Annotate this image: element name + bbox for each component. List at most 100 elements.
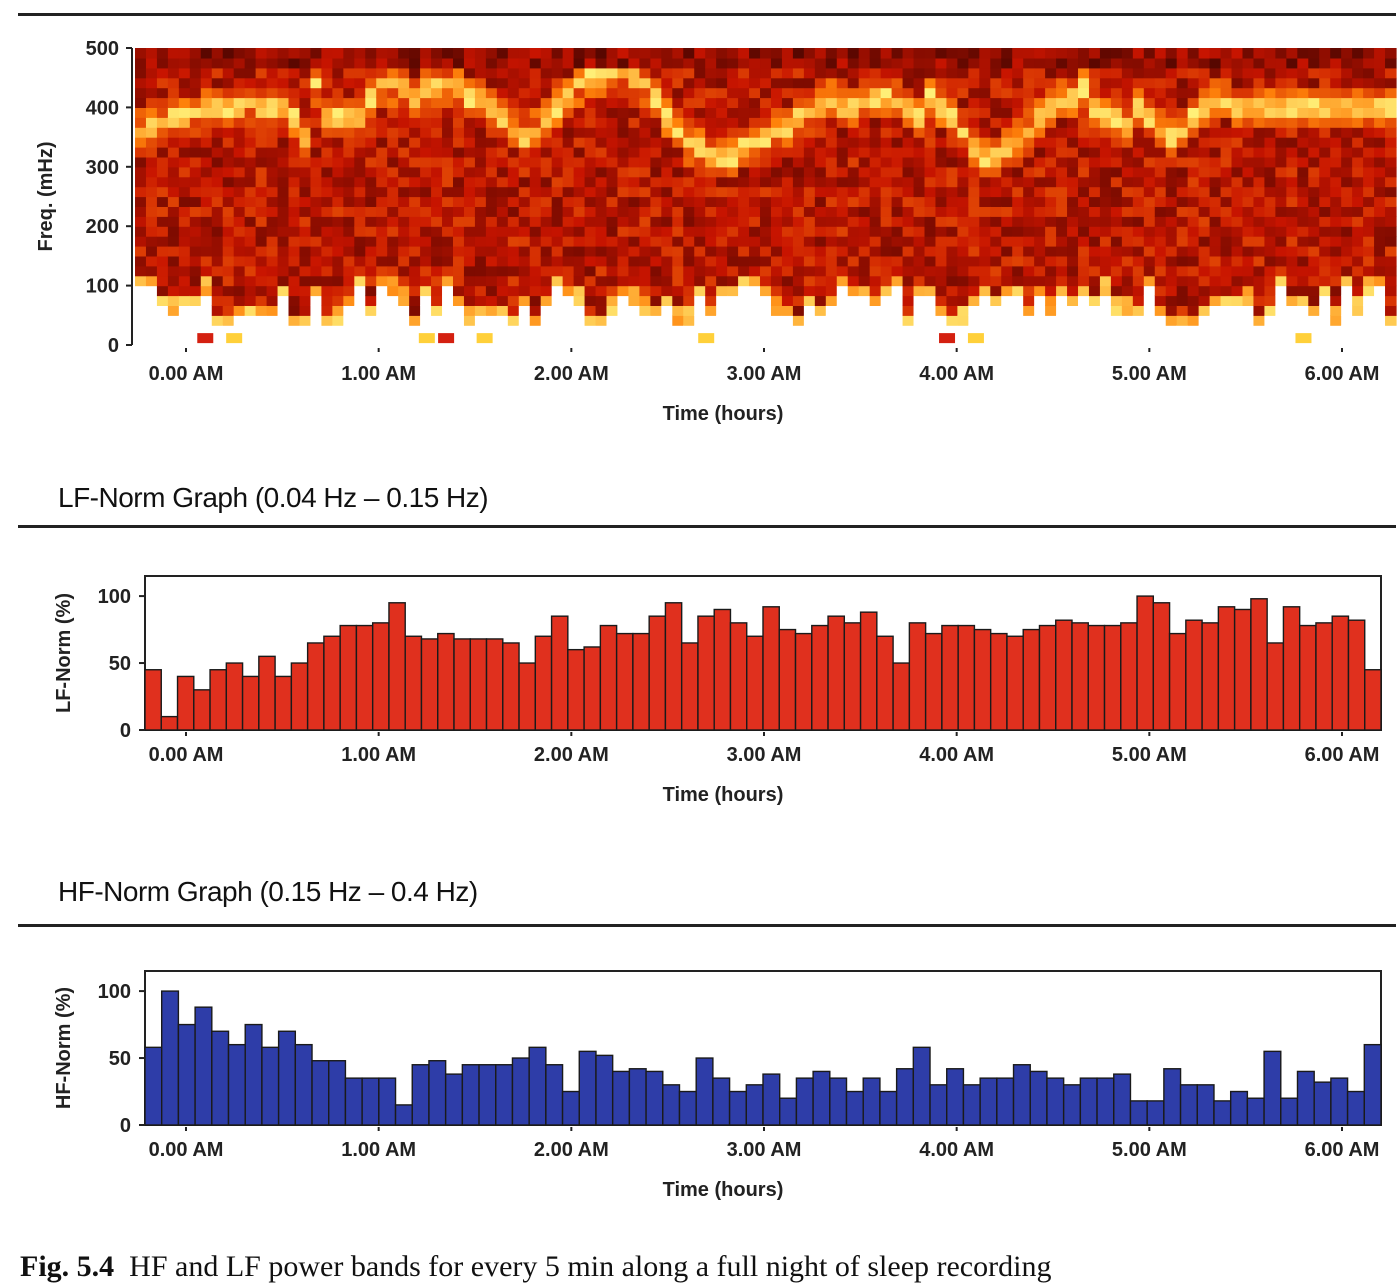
spectrogram-cell bbox=[573, 57, 586, 69]
spectrogram-cell bbox=[1330, 137, 1342, 148]
spectrogram-cell bbox=[365, 57, 377, 69]
spectrogram-cell bbox=[979, 325, 991, 336]
spectrogram-cell bbox=[1242, 226, 1255, 237]
spectrogram-cell bbox=[463, 87, 476, 99]
spectrogram-cell bbox=[968, 255, 980, 267]
spectrogram-low-blip bbox=[476, 333, 493, 344]
spectrogram-cell bbox=[1023, 335, 1035, 346]
spectrogram-cell bbox=[738, 137, 750, 148]
spectrogram-cell bbox=[529, 107, 542, 118]
spectrogram-cell bbox=[1045, 147, 1057, 158]
spectrogram-cell bbox=[1341, 236, 1353, 247]
spectrogram-cell bbox=[792, 196, 805, 207]
spectrogram-cell bbox=[1319, 137, 1331, 148]
spectrogram-cell bbox=[1341, 87, 1353, 99]
spectrogram-cell bbox=[200, 196, 213, 207]
spectrogram-cell bbox=[1286, 117, 1298, 128]
spectrogram-cell bbox=[485, 186, 498, 198]
spectrogram-x-tick-label: 3.00 AM bbox=[727, 363, 802, 385]
spectrogram-cell bbox=[1056, 255, 1068, 267]
spectrogram-cell bbox=[266, 295, 279, 306]
spectrogram-cell bbox=[1209, 295, 1222, 306]
spectrogram-cell bbox=[200, 216, 213, 227]
hf-bar bbox=[394, 1104, 413, 1126]
spectrogram-cell bbox=[1099, 196, 1112, 207]
spectrogram-cell bbox=[266, 246, 279, 257]
spectrogram-cell bbox=[288, 67, 301, 79]
spectrogram-cell bbox=[913, 117, 926, 128]
spectrogram-cell bbox=[979, 67, 991, 79]
spectrogram-cell bbox=[573, 147, 586, 158]
spectrogram-cell bbox=[979, 216, 991, 227]
spectrogram-cell bbox=[1045, 87, 1057, 99]
spectrogram-cell bbox=[1253, 48, 1266, 59]
spectrogram-cell bbox=[1253, 315, 1266, 326]
spectrogram-cell bbox=[244, 117, 257, 128]
spectrogram-cell bbox=[474, 147, 487, 158]
spectrogram-cell bbox=[540, 335, 553, 346]
spectrogram-cell bbox=[145, 295, 158, 306]
spectrogram-cell bbox=[529, 226, 542, 237]
spectrogram-cell bbox=[584, 265, 597, 277]
spectrogram-cell bbox=[277, 127, 290, 138]
spectrogram-cell bbox=[716, 236, 728, 247]
spectrogram-cell bbox=[957, 186, 969, 198]
lf-bar bbox=[973, 628, 992, 731]
spectrogram-cell bbox=[1099, 127, 1112, 138]
spectrogram-cell bbox=[606, 176, 619, 188]
spectrogram-cell bbox=[310, 127, 323, 138]
spectrogram-cell bbox=[760, 67, 772, 79]
spectrogram-cell bbox=[1374, 305, 1386, 316]
spectrogram-cell bbox=[1275, 236, 1287, 247]
spectrogram-cell bbox=[825, 186, 838, 198]
spectrogram-cell bbox=[1275, 137, 1287, 148]
spectrogram-cell bbox=[1045, 206, 1057, 217]
spectrogram-cell bbox=[639, 255, 651, 267]
spectrogram-cell bbox=[1231, 137, 1244, 148]
spectrogram-cell bbox=[869, 196, 882, 207]
spectrogram-cell bbox=[518, 137, 531, 148]
spectrogram-cell bbox=[398, 246, 410, 257]
spectrogram-cell bbox=[1297, 236, 1309, 247]
spectrogram-cell bbox=[299, 137, 312, 148]
spectrogram-cell bbox=[1374, 255, 1386, 267]
spectrogram-cell bbox=[1012, 147, 1024, 158]
spectrogram-cell bbox=[1012, 216, 1024, 227]
spectrogram-cell bbox=[1330, 67, 1342, 79]
spectrogram-cell bbox=[233, 315, 246, 326]
spectrogram-cell bbox=[211, 295, 224, 306]
spectrogram-cell bbox=[1374, 295, 1386, 306]
spectrogram-cell bbox=[705, 97, 717, 108]
spectrogram-cell bbox=[354, 285, 366, 297]
spectrogram-cell bbox=[1363, 315, 1375, 326]
spectrogram-cell bbox=[1034, 166, 1046, 178]
spectrogram-cell bbox=[891, 265, 904, 277]
spectrogram-cell bbox=[135, 48, 147, 59]
spectrogram-cell bbox=[211, 325, 224, 336]
spectrogram-cell bbox=[244, 107, 257, 118]
spectrogram-cell bbox=[277, 166, 290, 178]
spectrogram-cell bbox=[310, 147, 323, 158]
spectrogram-cell bbox=[1352, 275, 1364, 287]
spectrogram-cell bbox=[628, 305, 640, 316]
spectrogram-cell bbox=[189, 305, 202, 316]
spectrogram-cell bbox=[1231, 246, 1244, 257]
spectrogram-cell bbox=[803, 285, 816, 297]
spectrogram-cell bbox=[1099, 77, 1112, 89]
spectrogram-cell bbox=[1231, 117, 1244, 128]
spectrogram-cell bbox=[814, 107, 827, 118]
spectrogram-cell bbox=[156, 285, 169, 297]
spectrogram-cell bbox=[189, 107, 202, 118]
spectrogram-cell bbox=[1264, 246, 1276, 257]
spectrogram-cell bbox=[189, 57, 202, 69]
spectrogram-cell bbox=[1176, 246, 1189, 257]
spectrogram-cell bbox=[792, 48, 805, 59]
spectrogram-cell bbox=[738, 48, 750, 59]
spectrogram-cell bbox=[1078, 335, 1090, 346]
spectrogram-cell bbox=[167, 137, 180, 148]
spectrogram-cell bbox=[178, 127, 191, 138]
spectrogram-cell bbox=[244, 335, 257, 346]
spectrogram-cell bbox=[288, 255, 301, 267]
spectrogram-cell bbox=[1308, 137, 1320, 148]
spectrogram-cell bbox=[485, 315, 498, 326]
